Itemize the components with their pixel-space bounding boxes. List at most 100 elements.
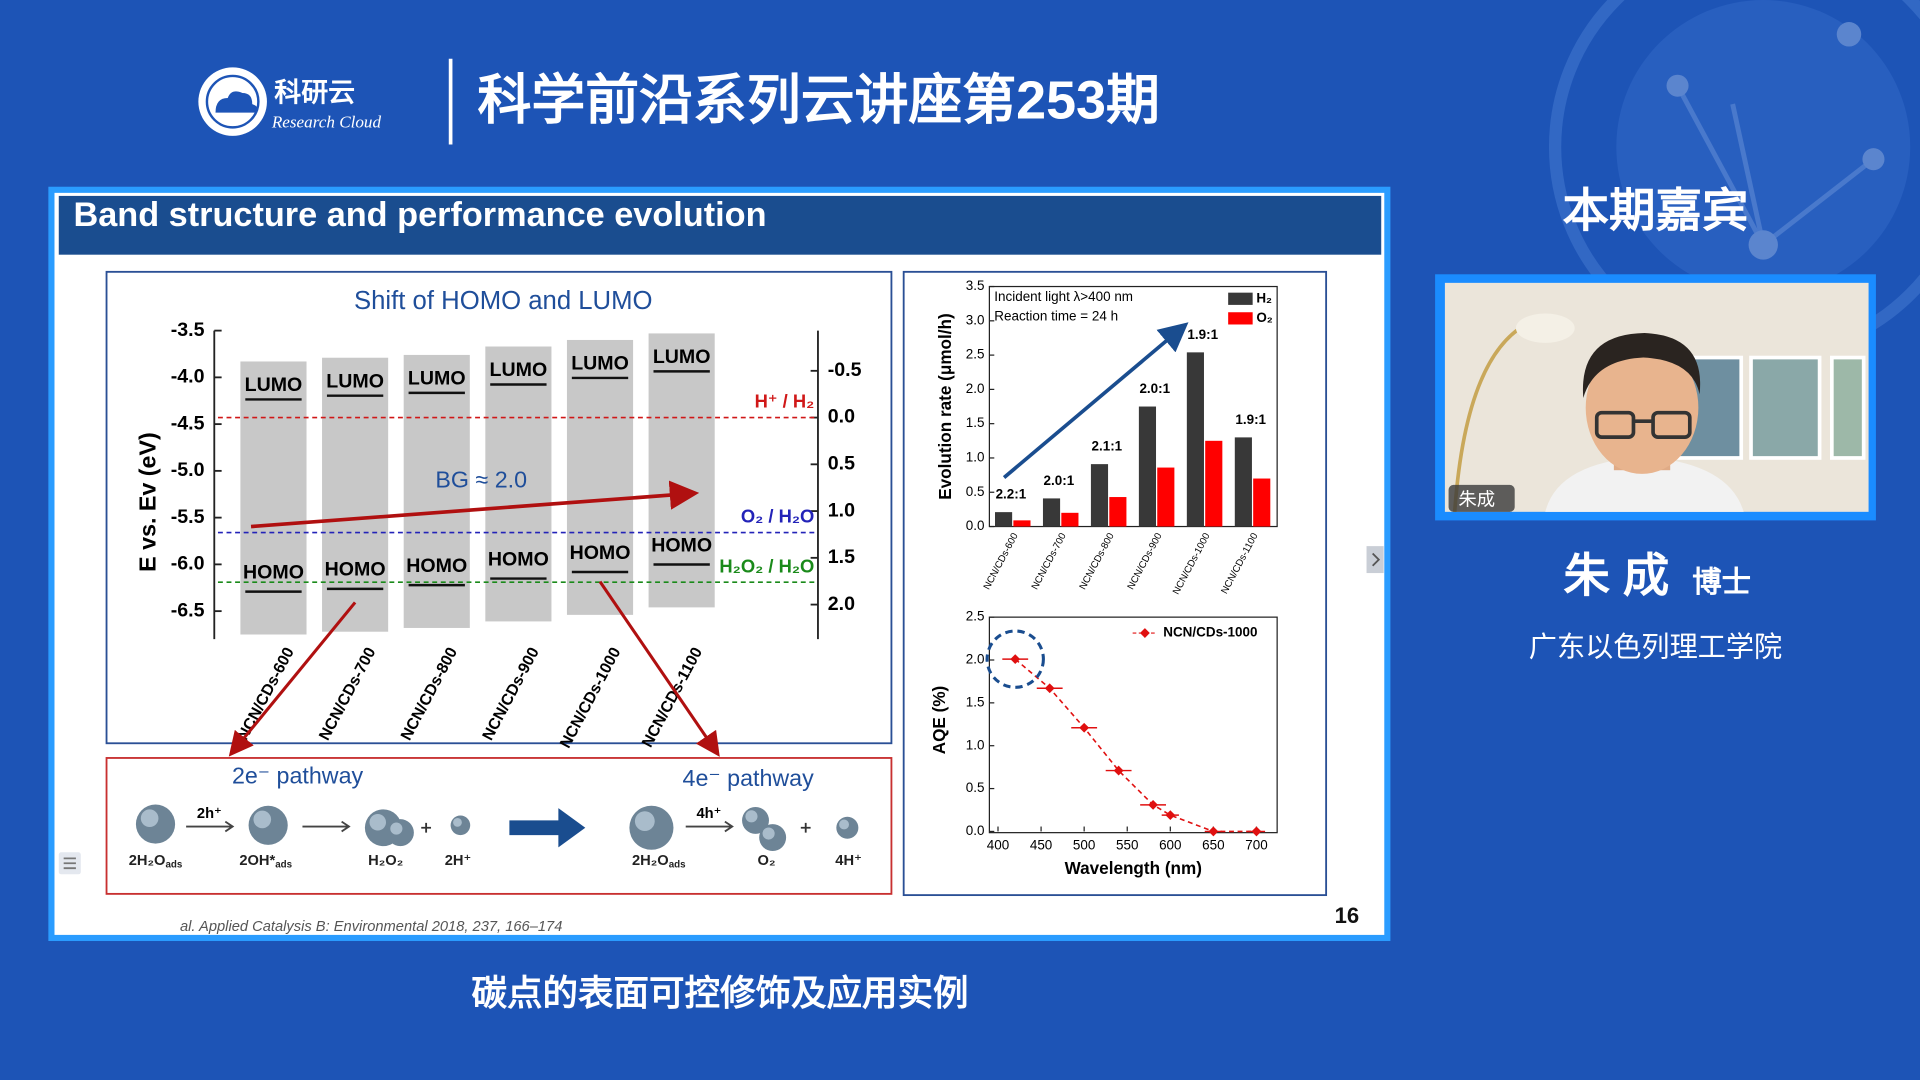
band-bar (322, 357, 389, 632)
bar (1205, 440, 1223, 527)
y-axis-label: AQE (%) (929, 686, 949, 755)
decoration (1549, 0, 1920, 362)
slide-title: Band structure and performance evolution (73, 196, 766, 234)
menu-icon (63, 857, 76, 870)
data-line (1014, 658, 1257, 833)
bar (1042, 498, 1061, 527)
band-bar (648, 333, 715, 608)
species-formula: 2H₂O (129, 853, 166, 869)
molecule-highlight (839, 819, 849, 830)
x-tick-label: 500 (1073, 838, 1095, 853)
x-tick-label: 550 (1116, 838, 1138, 853)
species-label: 2H₂Oads (632, 853, 686, 870)
next-tab[interactable] (1366, 546, 1384, 574)
video (1444, 282, 1869, 512)
logo-ring (205, 74, 260, 129)
y-tick-label: 1.5 (966, 694, 985, 709)
pathway-label: 2e⁻ pathway (232, 763, 364, 789)
y-tick-label: -6.0 (171, 553, 205, 575)
reference-label: H⁺ / H₂ (755, 391, 815, 412)
annotation: Incident light λ>400 nm (994, 289, 1133, 304)
bar (1090, 464, 1109, 527)
molecule-highlight (762, 827, 775, 840)
molecule-highlight (140, 809, 159, 828)
y2-tick-label: -0.5 (828, 359, 862, 381)
logo-cloud (215, 91, 258, 113)
molecule-highlight (390, 822, 403, 835)
y-tick-label: 2.5 (966, 609, 985, 624)
homo-label: HOMO (406, 555, 467, 577)
legend-swatch (1228, 292, 1253, 305)
species-label: 2H⁺ (445, 853, 472, 869)
header-title: 科学前沿系列云讲座第253期 (478, 70, 1160, 130)
legend-marker (1140, 628, 1150, 638)
bar-label: 1.9:1 (1235, 412, 1266, 427)
y2-tick-label: 0.5 (828, 452, 855, 474)
molecule-highlight (369, 813, 387, 831)
species-label: H₂O₂ (368, 853, 403, 869)
molecule-highlight (253, 810, 272, 829)
bar (1157, 467, 1175, 527)
pathway-label: 4e⁻ pathway (683, 765, 815, 791)
bar-label: 2.2:1 (996, 487, 1027, 502)
species-formula: 2H₂O (632, 853, 669, 869)
band-bar (566, 339, 634, 615)
species-formula: 2OH* (239, 853, 275, 869)
species-label: 2H₂Oads (129, 853, 183, 870)
lumo-label: LUMO (245, 374, 303, 396)
species-label: O₂ (758, 853, 776, 869)
logo-subtext: Research Cloud (271, 113, 382, 132)
band-bar (485, 346, 552, 622)
lumo-label: LUMO (326, 370, 384, 392)
data-point (1208, 826, 1219, 837)
x-tick-label: 450 (1030, 838, 1052, 853)
transition-arrow (509, 808, 586, 848)
bar-label: 2.1:1 (1092, 439, 1123, 454)
y-tick-label: 3.0 (966, 312, 985, 327)
annotation: BG ≈ 2.0 (435, 466, 527, 492)
species-subscript: ads (669, 859, 686, 870)
y-tick-label: 1.0 (966, 450, 985, 465)
y-tick-label: 2.0 (966, 652, 985, 667)
species-formula: H₂O₂ (368, 853, 403, 869)
guest-degree: 博士 (1692, 566, 1751, 599)
band-panel (105, 270, 893, 745)
band-bar (240, 361, 307, 635)
guest-name: 朱 成 (1563, 549, 1669, 601)
y-tick-label: -5.5 (171, 506, 205, 528)
homo-label: HOMO (488, 548, 549, 570)
species-subscript: ads (165, 859, 182, 870)
lumo-label: LUMO (408, 368, 466, 390)
logo-text: 科研云 (274, 77, 355, 107)
bar (1109, 497, 1127, 527)
y-tick-label: -4.5 (171, 412, 205, 434)
plot-frame (988, 616, 1278, 834)
reaction-arrow (302, 820, 351, 833)
y-tick-label: -6.5 (171, 599, 205, 621)
data-point (1010, 654, 1021, 665)
guest-heading: 本期嘉宾 (1562, 185, 1748, 237)
reference-label: H₂O₂ / H₂O (719, 555, 814, 576)
species-label: 2OH*ads (239, 853, 292, 870)
y-tick-label: 0.5 (966, 780, 985, 795)
bar (1061, 512, 1079, 527)
legend-label: NCN/CDs-1000 (1163, 625, 1257, 640)
arrow-label: 4h⁺ (697, 806, 722, 822)
y-tick-label: 2.0 (966, 381, 985, 396)
citation: al. Applied Catalysis B: Environmental 2… (180, 919, 562, 935)
species-formula: O₂ (758, 853, 776, 869)
y-axis-label: Evolution rate (μmol/h) (935, 313, 955, 500)
bar (1186, 352, 1204, 527)
y-tick-label: 1.5 (966, 415, 985, 430)
y-tick-label: -4.0 (171, 366, 205, 388)
homo-label: HOMO (570, 542, 631, 564)
pathway-arrow (598, 580, 720, 757)
species-subscript: ads (275, 859, 292, 870)
y-tick-label: 2.5 (966, 347, 985, 362)
species-formula: 2H⁺ (445, 853, 472, 869)
page-number: 16 (1335, 903, 1360, 928)
bar (1253, 478, 1271, 527)
chart-title: Shift of HOMO and LUMO (354, 287, 653, 315)
